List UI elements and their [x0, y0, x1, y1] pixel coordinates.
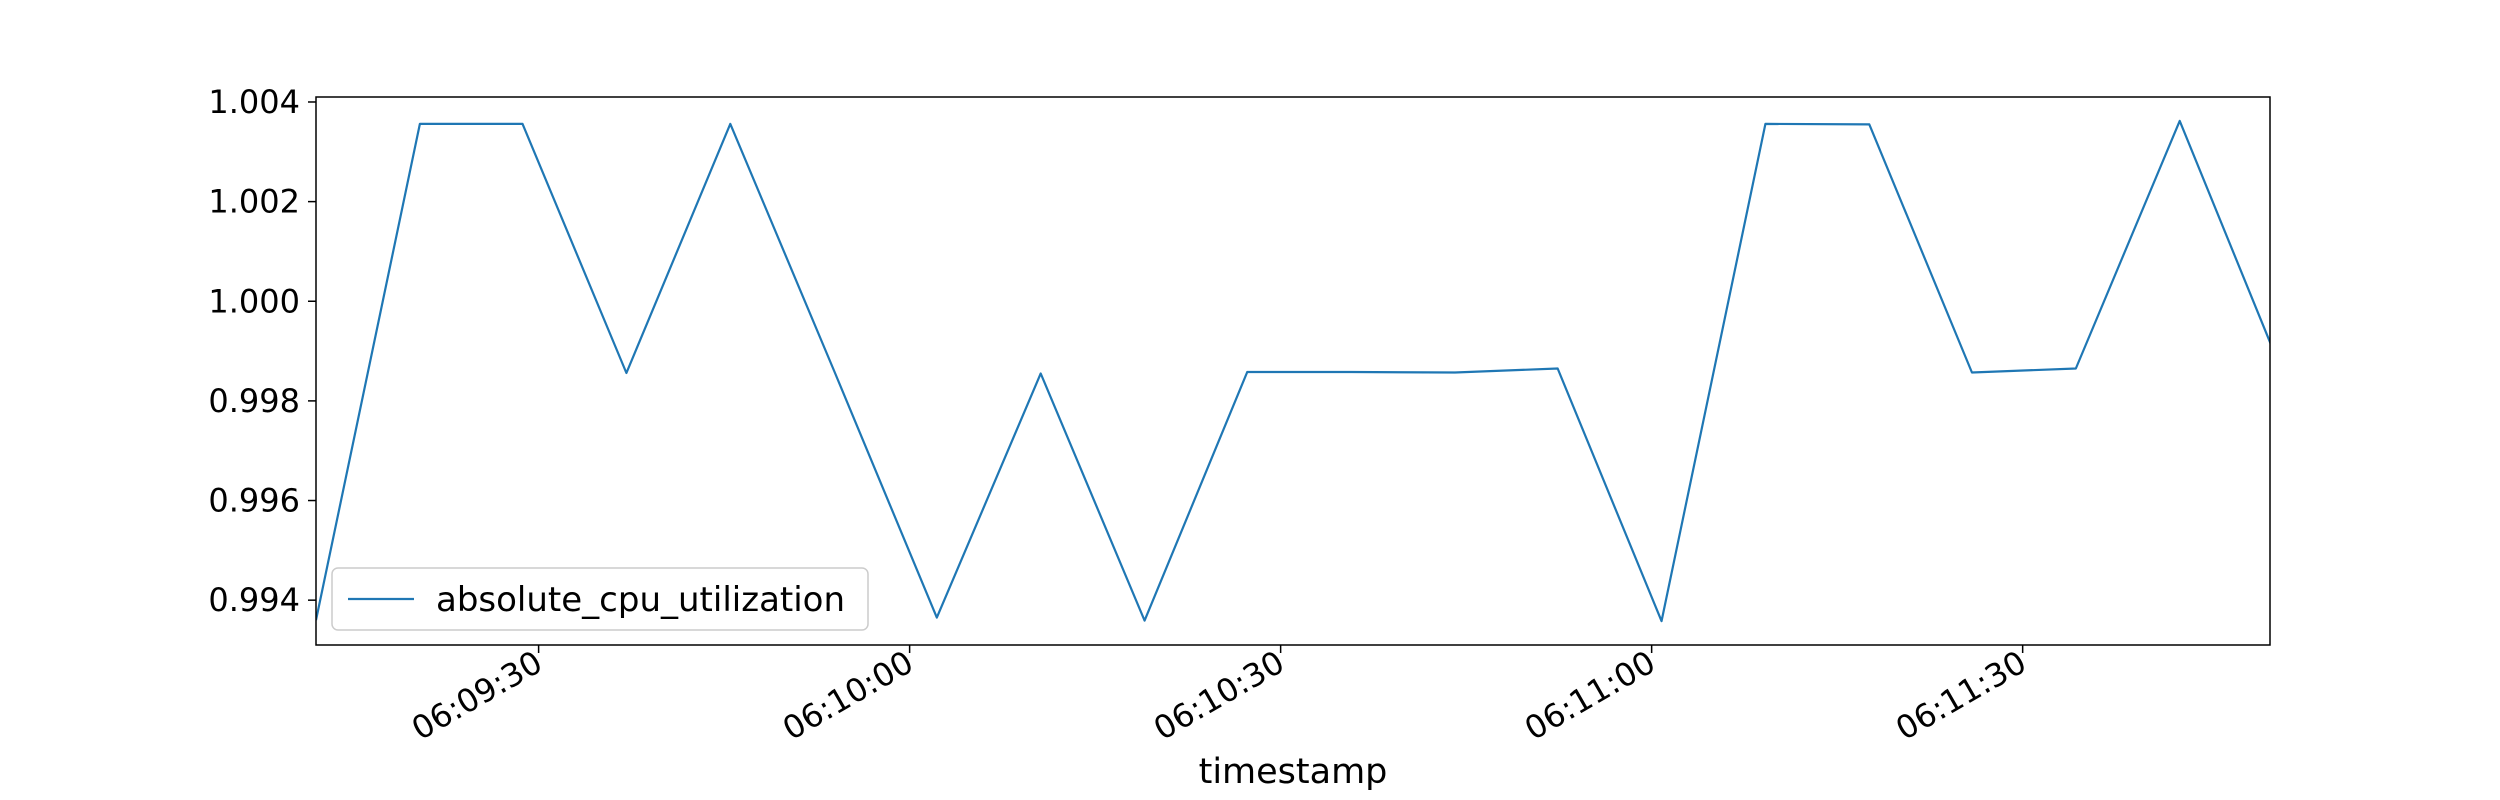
- legend-box: [331, 567, 869, 631]
- legend-label: absolute_cpu_utilization: [436, 580, 845, 620]
- x-axis-label: timestamp: [1199, 752, 1388, 792]
- y-tick-label: 0.994: [208, 581, 300, 619]
- y-tick-label: 0.996: [208, 482, 300, 520]
- y-tick-label: 1.004: [208, 83, 300, 121]
- y-tick-label: 1.000: [208, 282, 300, 320]
- plot-frame: [315, 96, 2271, 646]
- x-tick-label: 06:10:00: [776, 643, 919, 748]
- y-tick-label: 1.002: [208, 183, 300, 221]
- x-tick-label: 06:11:30: [1889, 643, 2032, 748]
- series-line-absolute-cpu-utilization: [316, 119, 2270, 623]
- y-tick-label: 0.998: [208, 382, 300, 420]
- x-tick-label: 06:11:00: [1518, 643, 1661, 748]
- legend: absolute_cpu_utilization: [331, 567, 869, 631]
- x-tick-label: 06:09:30: [405, 643, 548, 748]
- plot-area: [316, 119, 2270, 623]
- x-tick-label: 06:10:30: [1147, 643, 1290, 748]
- axes: 0.994 0.996 0.998 1.000 1.002 1.004 06:09:30 06…: [208, 83, 2271, 748]
